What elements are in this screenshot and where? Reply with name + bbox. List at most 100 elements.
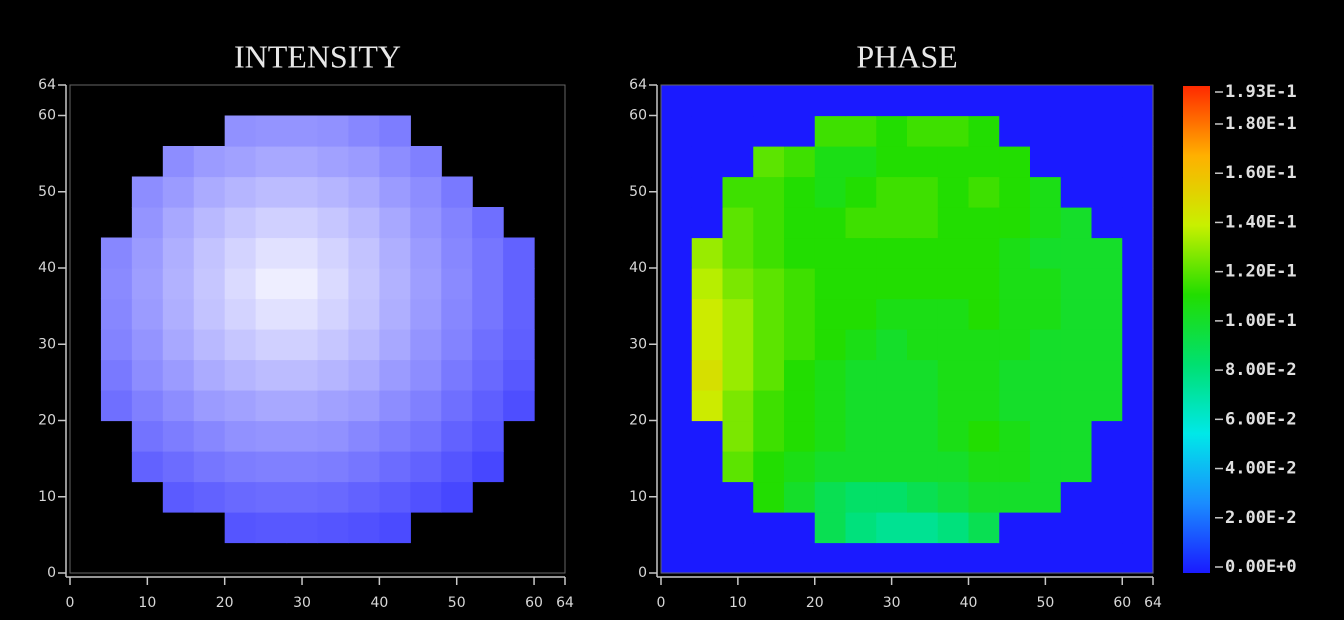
x-tick-label: 40 [370, 595, 388, 611]
heatmap-cell [907, 268, 939, 300]
heatmap-cell [131, 451, 164, 483]
heatmap-cell [1122, 329, 1154, 361]
heatmap-cell [1030, 512, 1062, 544]
heatmap-cell [876, 359, 908, 391]
heatmap-cell [255, 512, 288, 544]
heatmap-cell [876, 268, 908, 300]
heatmap-cell [1091, 512, 1123, 544]
heatmap-cell [1060, 298, 1093, 330]
x-tick-label: 20 [806, 595, 824, 611]
heatmap-cell [753, 115, 785, 147]
heatmap-cell [379, 237, 411, 269]
heatmap-cell [876, 115, 908, 147]
heatmap-cell [999, 268, 1031, 300]
heatmap-cell [441, 268, 473, 300]
heatmap-cell [907, 115, 939, 147]
heatmap-cell [691, 542, 724, 574]
heatmap-cell [348, 146, 380, 178]
heatmap-cell [999, 207, 1031, 239]
heatmap-cell [937, 481, 970, 513]
heatmap-cell [410, 268, 442, 300]
heatmap-cell [317, 329, 350, 361]
heatmap-cell [814, 329, 847, 361]
heatmap-cell [348, 420, 380, 452]
heatmap-cell [1030, 268, 1062, 300]
heatmap-cell [348, 268, 380, 300]
heatmap-cell [814, 115, 847, 147]
heatmap-cell [784, 237, 816, 269]
heatmap-cell [968, 207, 1000, 239]
heatmap-cell [1060, 207, 1093, 239]
heatmap-cell [1030, 207, 1062, 239]
heatmap-cell [814, 298, 847, 330]
heatmap-cell [753, 237, 785, 269]
heatmap-cell [162, 390, 195, 422]
heatmap-cell [1091, 237, 1123, 269]
heatmap-cell [1091, 481, 1123, 513]
heatmap-cell [876, 542, 908, 574]
heatmap-cell [224, 146, 257, 178]
heatmap-cell [317, 359, 350, 391]
heatmap-cell [100, 298, 133, 330]
heatmap-cell [286, 115, 319, 147]
heatmap-cell [1091, 207, 1123, 239]
heatmap-cell [1122, 85, 1154, 117]
heatmap-cell [784, 298, 816, 330]
heatmap-cell [255, 237, 288, 269]
heatmap-cell [441, 481, 473, 513]
heatmap-cell [1091, 268, 1123, 300]
heatmap-cell [410, 329, 442, 361]
heatmap-cell [753, 451, 785, 483]
heatmap-cell [937, 176, 970, 208]
heatmap-cell [784, 512, 816, 544]
heatmap-cell [503, 237, 535, 269]
heatmap-cell [784, 176, 816, 208]
heatmap-cell [999, 481, 1031, 513]
heatmap-cell [410, 481, 442, 513]
x-tick-label: 10 [729, 595, 747, 611]
heatmap-cell [441, 451, 473, 483]
heatmap-cell [348, 207, 380, 239]
heatmap-cell [193, 176, 226, 208]
heatmap-cell [379, 176, 411, 208]
x-tick-label: 30 [883, 595, 901, 611]
heatmap-cell [814, 420, 847, 452]
heatmap-cell [999, 298, 1031, 330]
heatmap-cell [968, 298, 1000, 330]
heatmap-cell [1091, 542, 1123, 574]
heatmap-cell [999, 451, 1031, 483]
heatmap-cell [100, 237, 133, 269]
heatmap-cell [410, 237, 442, 269]
heatmap-cell [162, 146, 195, 178]
heatmap-cell [379, 207, 411, 239]
heatmap-cell [131, 329, 164, 361]
heatmap-cell [876, 512, 908, 544]
heatmap-cell [255, 451, 288, 483]
heatmap-cell [286, 420, 319, 452]
heatmap-cell [937, 451, 970, 483]
heatmap-cell [753, 329, 785, 361]
heatmap-cell [907, 481, 939, 513]
heatmap-cell [876, 85, 908, 117]
heatmap-cell [814, 176, 847, 208]
heatmap-cell [1122, 115, 1154, 147]
heatmap-cell [410, 359, 442, 391]
heatmap-cell [968, 512, 1000, 544]
heatmap-cell [1030, 420, 1062, 452]
heatmap-cell [814, 451, 847, 483]
heatmap-cell [753, 420, 785, 452]
heatmap-cell [1060, 146, 1093, 178]
heatmap-cell [131, 298, 164, 330]
heatmap-cell [255, 420, 288, 452]
heatmap-cell [1030, 359, 1062, 391]
heatmap-cell [661, 298, 693, 330]
plot-frame [660, 84, 1154, 574]
heatmap-cell [661, 359, 693, 391]
heatmap-cell [814, 512, 847, 544]
heatmap-cell [348, 115, 380, 147]
heatmap-cell [753, 85, 785, 117]
heatmap-cell [286, 512, 319, 544]
heatmap-cell [131, 176, 164, 208]
x-tick-label: 64 [1144, 595, 1162, 611]
heatmap-cell [162, 420, 195, 452]
